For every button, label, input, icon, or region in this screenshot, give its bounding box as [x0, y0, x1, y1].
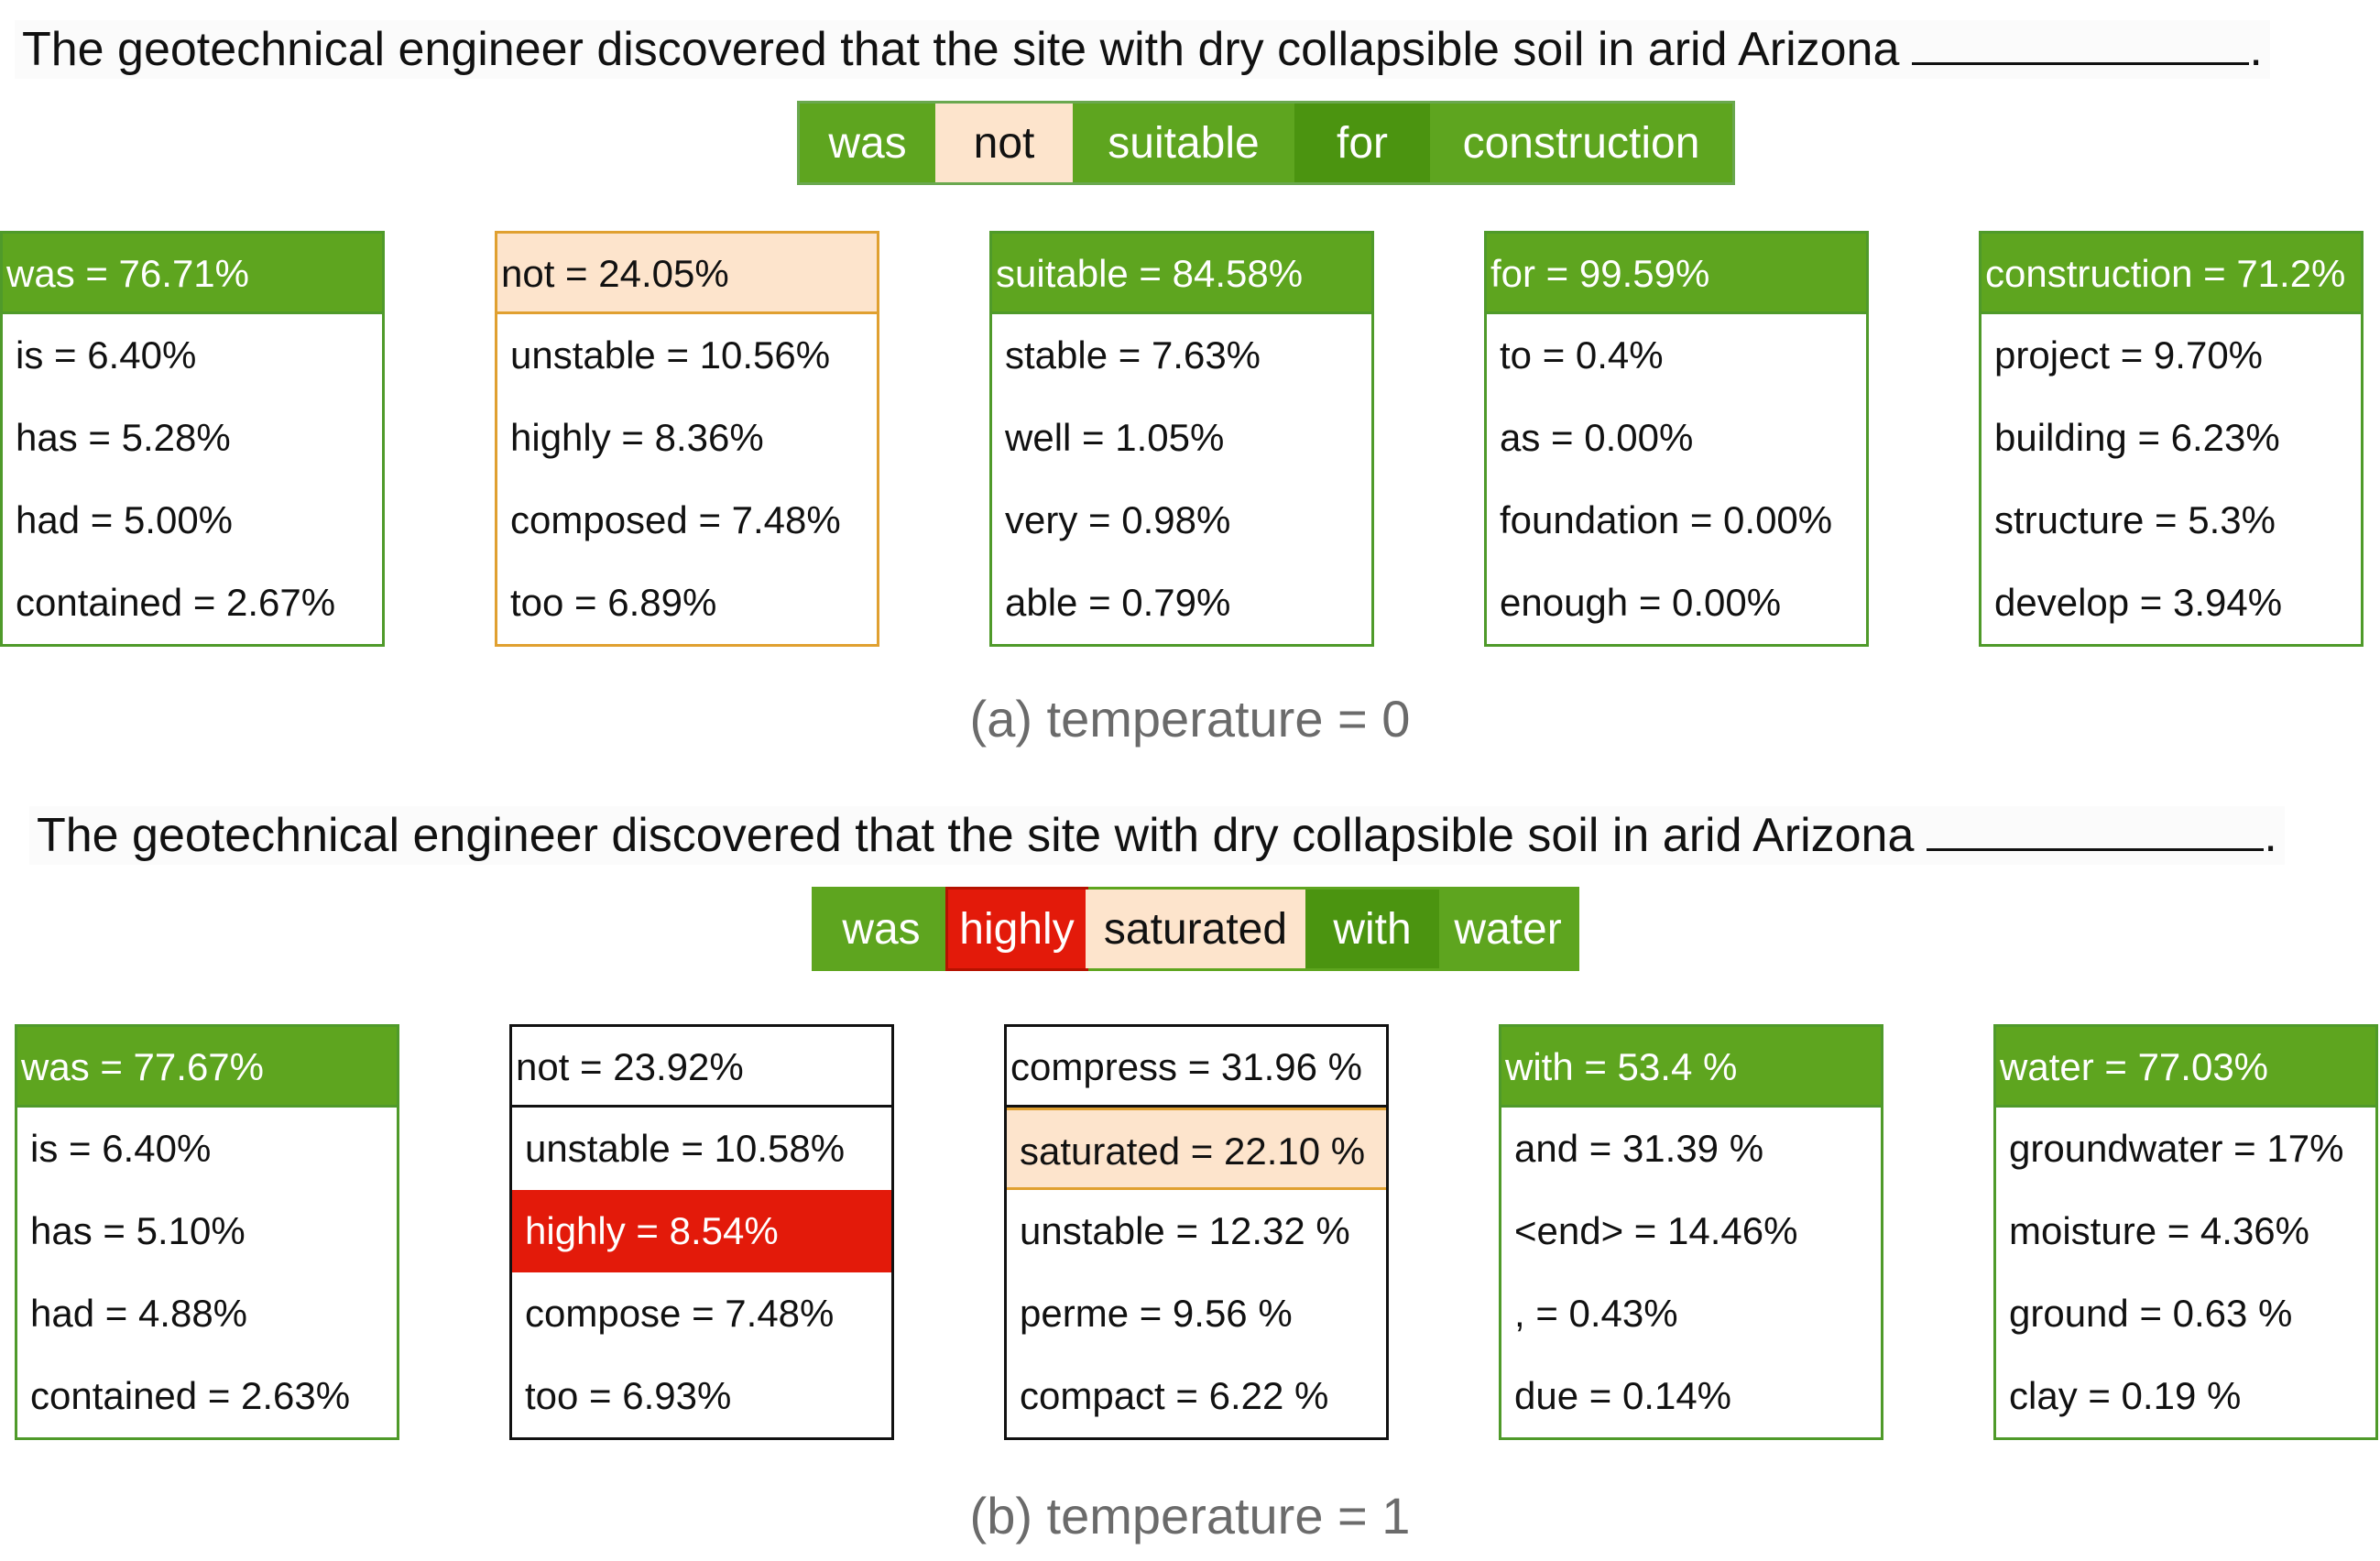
candidate-row: able = 0.79% — [1005, 581, 1231, 624]
prompt-b-text: The geotechnical engineer discovered tha… — [37, 809, 1915, 862]
token-with: with — [1305, 890, 1439, 968]
top-candidate: with = 53.4 % — [1501, 1027, 1881, 1108]
candidate-row: very = 0.98% — [1005, 498, 1231, 541]
generated-tokens-a: was not suitable for construction — [797, 101, 1735, 185]
candidate-row: highly = 8.54% — [512, 1190, 891, 1272]
candidate-row: unstable = 10.56% — [510, 333, 831, 377]
token-was: was — [800, 104, 935, 182]
top-candidate: construction = 71.2% — [1982, 234, 2361, 314]
top-candidate: compress = 31.96 % — [1007, 1027, 1386, 1108]
candidate-row: to = 0.4% — [1500, 333, 1664, 377]
candidate-row: too = 6.93% — [525, 1374, 732, 1417]
generated-tokens-b: was highly saturated with water — [812, 887, 1579, 971]
candidate-row: compose = 7.48% — [525, 1292, 835, 1335]
token-construction: construction — [1430, 104, 1732, 182]
candidate-row: stable = 7.63% — [1005, 333, 1261, 377]
candidate-row: , = 0.43% — [1514, 1292, 1678, 1335]
prompt-a-suffix: . — [2249, 23, 2263, 76]
candidate-box-4: for = 99.59% to = 0.4% as = 0.00% foundatio… — [1484, 231, 1869, 647]
candidate-row: unstable = 10.58% — [525, 1127, 846, 1170]
candidate-row: compact = 6.22 % — [1020, 1374, 1329, 1417]
candidate-row: is = 6.40% — [16, 333, 197, 377]
candidate-row: due = 0.14% — [1514, 1374, 1732, 1417]
candidate-row: too = 6.89% — [510, 581, 717, 624]
candidate-row: building = 6.23% — [1994, 416, 2280, 459]
candidate-row: contained = 2.63% — [30, 1374, 351, 1417]
token-for: for — [1294, 104, 1430, 182]
prompt-b-suffix: . — [2264, 809, 2277, 862]
token-was: was — [814, 890, 948, 968]
candidate-box-5: water = 77.03% groundwater = 17% moisture … — [1993, 1024, 2378, 1440]
candidate-row: foundation = 0.00% — [1500, 498, 1833, 541]
candidate-row: as = 0.00% — [1500, 416, 1694, 459]
candidate-row: clay = 0.19 % — [2009, 1374, 2242, 1417]
candidate-box-5: construction = 71.2% project = 9.70% build… — [1979, 231, 2364, 647]
candidate-row: develop = 3.94% — [1994, 581, 2283, 624]
candidate-row: has = 5.28% — [16, 416, 231, 459]
candidate-row: had = 5.00% — [16, 498, 234, 541]
candidate-row: perme = 9.56 % — [1020, 1292, 1293, 1335]
candidate-row: project = 9.70% — [1994, 333, 2264, 377]
candidate-row: had = 4.88% — [30, 1292, 248, 1335]
candidate-row: moisture = 4.36% — [2009, 1209, 2310, 1252]
prompt-b: The geotechnical engineer discovered tha… — [29, 806, 2285, 865]
token-not: not — [935, 104, 1073, 182]
token-highly: highly — [945, 887, 1088, 971]
candidate-row: has = 5.10% — [30, 1209, 246, 1252]
candidate-box-3: compress = 31.96 % saturated = 22.10 % uns… — [1004, 1024, 1389, 1440]
blank-line-b — [1927, 808, 2265, 851]
candidate-box-2: not = 24.05% unstable = 10.56% highly = 8.… — [495, 231, 879, 647]
candidate-row: and = 31.39 % — [1514, 1127, 1764, 1170]
top-candidate: suitable = 84.58% — [992, 234, 1371, 314]
top-candidate: was = 77.67% — [17, 1027, 397, 1108]
prompt-a-text: The geotechnical engineer discovered tha… — [22, 23, 1900, 76]
top-candidate: for = 99.59% — [1487, 234, 1866, 314]
token-suitable: suitable — [1073, 104, 1294, 182]
caption-b: (b) temperature = 1 — [969, 1487, 1411, 1545]
candidate-row: structure = 5.3% — [1994, 498, 2276, 541]
candidate-row: well = 1.05% — [1005, 416, 1225, 459]
prompt-a: The geotechnical engineer discovered tha… — [15, 20, 2270, 79]
candidate-row: highly = 8.36% — [510, 416, 764, 459]
top-candidate: was = 76.71% — [3, 234, 382, 314]
blank-line-a — [1912, 22, 2250, 65]
candidate-row: ground = 0.63 % — [2009, 1292, 2293, 1335]
candidate-row: <end> = 14.46% — [1514, 1209, 1798, 1252]
candidate-row: saturated = 22.10 % — [1007, 1108, 1386, 1190]
candidate-row: groundwater = 17% — [2009, 1127, 2344, 1170]
candidate-row: unstable = 12.32 % — [1020, 1209, 1350, 1252]
candidate-row: is = 6.40% — [30, 1127, 212, 1170]
candidate-row: enough = 0.00% — [1500, 581, 1782, 624]
candidate-box-1: was = 76.71% is = 6.40% has = 5.28% had = 5… — [0, 231, 385, 647]
token-water: water — [1439, 890, 1577, 968]
candidate-box-3: suitable = 84.58% stable = 7.63% well = 1.… — [989, 231, 1374, 647]
top-candidate: water = 77.03% — [1996, 1027, 2375, 1108]
candidate-box-4: with = 53.4 % and = 31.39 % <end> = 14.46%… — [1499, 1024, 1883, 1440]
candidate-box-2: not = 23.92% unstable = 10.58% highly = 8.… — [509, 1024, 894, 1440]
candidate-row: composed = 7.48% — [510, 498, 841, 541]
candidate-box-1: was = 77.67% is = 6.40% has = 5.10% had = 4… — [15, 1024, 399, 1440]
candidate-row: contained = 2.67% — [16, 581, 336, 624]
top-candidate: not = 23.92% — [512, 1027, 891, 1108]
caption-a: (a) temperature = 0 — [969, 690, 1411, 748]
token-saturated: saturated — [1086, 890, 1305, 968]
top-candidate: not = 24.05% — [497, 234, 877, 314]
